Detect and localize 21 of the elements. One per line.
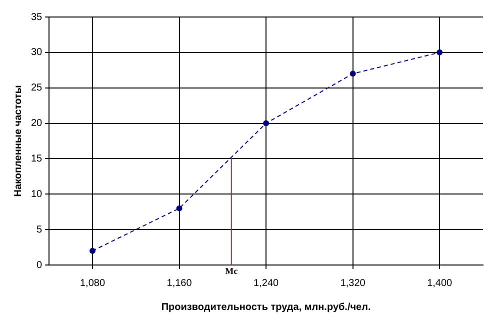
y-tick-label: 0: [36, 260, 43, 271]
point: [263, 120, 270, 126]
y-tick-label: 15: [31, 153, 43, 164]
y-tick-label: 30: [31, 47, 43, 58]
point: [90, 248, 96, 254]
x-tick-label: 1,400: [427, 278, 453, 289]
x-tick-label: 1,320: [340, 278, 366, 289]
y-axis-title: Накопленные частоты: [12, 85, 24, 197]
y-tick-label: 5: [36, 224, 43, 236]
y-tick-label: 10: [31, 188, 43, 200]
ref-line-label: Mc: [225, 266, 238, 276]
point: [436, 49, 443, 56]
x-axis-title: Производительность труда, млн.руб./чел.: [161, 302, 371, 313]
x-tick-label: 1,160: [166, 278, 192, 289]
y-tick-label: 35: [31, 12, 43, 23]
point: [176, 205, 182, 212]
x-tick-label: 1,240: [254, 278, 280, 289]
point: [350, 70, 356, 77]
y-tick-label: 20: [31, 118, 43, 130]
x-tick-label: 1,080: [80, 278, 106, 289]
y-tick-label: 25: [31, 82, 43, 94]
